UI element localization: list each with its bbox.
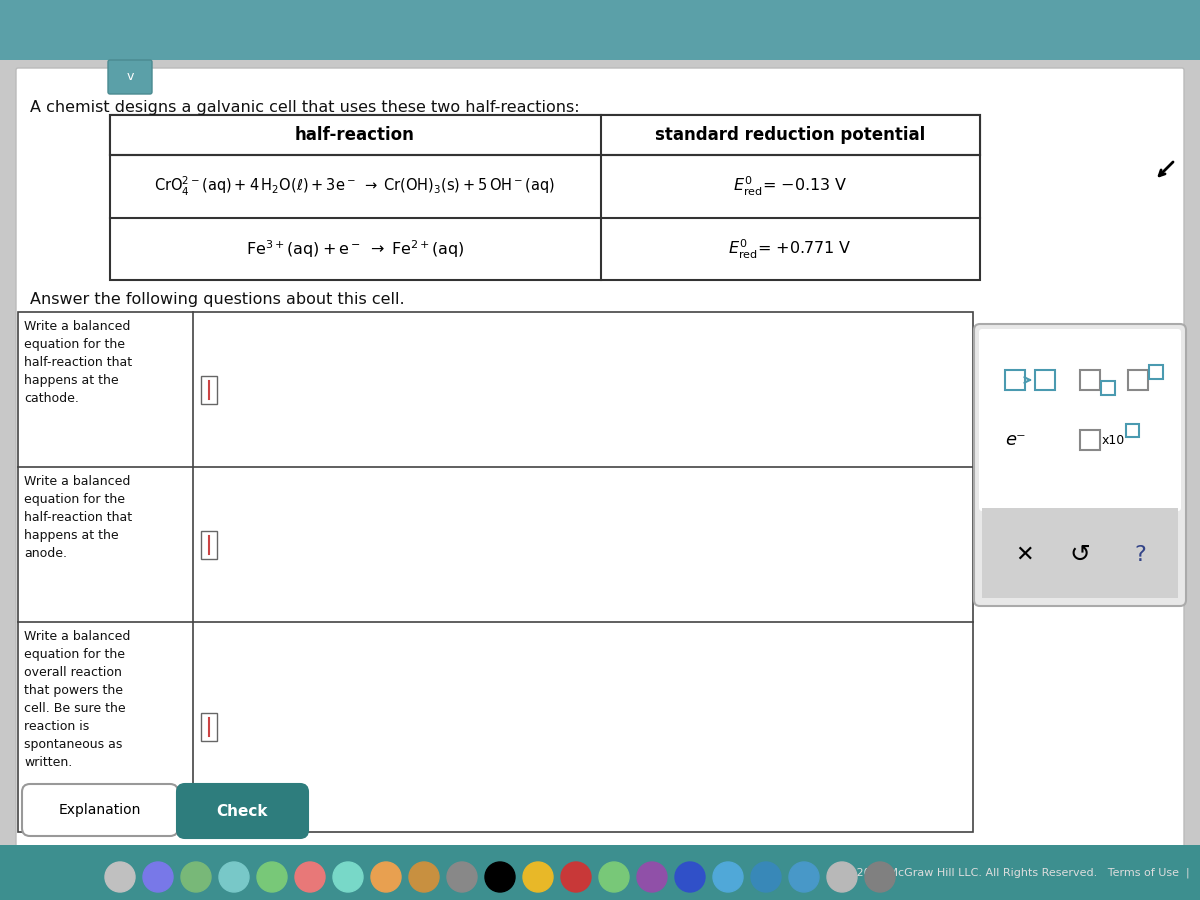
Text: Write a balanced
equation for the
overall reaction
that powers the
cell. Be sure: Write a balanced equation for the overal… — [24, 630, 131, 769]
Bar — [202, 713, 217, 741]
Bar — [1034, 370, 1055, 390]
Text: $E^{0}_{\mathrm{red}}$= −0.13 V: $E^{0}_{\mathrm{red}}$= −0.13 V — [733, 175, 847, 198]
Bar — [1080, 370, 1100, 390]
Text: half-reaction: half-reaction — [295, 126, 415, 144]
FancyBboxPatch shape — [974, 324, 1186, 606]
Circle shape — [143, 862, 173, 892]
Circle shape — [599, 862, 629, 892]
Bar — [1128, 370, 1148, 390]
Circle shape — [371, 862, 401, 892]
Bar — [110, 115, 980, 155]
Circle shape — [865, 862, 895, 892]
Circle shape — [257, 862, 287, 892]
Text: Check: Check — [216, 804, 268, 818]
Circle shape — [674, 862, 706, 892]
Text: © 2022 McGraw Hill LLC. All Rights Reserved.   Terms of Use  |: © 2022 McGraw Hill LLC. All Rights Reser… — [842, 868, 1190, 878]
Bar — [982, 508, 1178, 598]
Text: $\mathrm{Fe^{3+}(aq)+e^-\;\rightarrow\;Fe^{2+}(aq)}$: $\mathrm{Fe^{3+}(aq)+e^-\;\rightarrow\;F… — [246, 238, 464, 260]
Bar — [0, 0, 1200, 60]
Circle shape — [181, 862, 211, 892]
FancyBboxPatch shape — [16, 68, 1184, 847]
Circle shape — [485, 862, 515, 892]
Bar — [202, 531, 217, 559]
Circle shape — [523, 862, 553, 892]
Text: standard reduction potential: standard reduction potential — [655, 126, 925, 144]
Text: Write a balanced
equation for the
half-reaction that
happens at the
anode.: Write a balanced equation for the half-r… — [24, 475, 132, 560]
Bar — [1080, 430, 1100, 450]
Circle shape — [409, 862, 439, 892]
FancyBboxPatch shape — [979, 329, 1181, 511]
Text: $E^{0}_{\mathrm{red}}$= +0.771 V: $E^{0}_{\mathrm{red}}$= +0.771 V — [728, 238, 852, 261]
Text: Answer the following questions about this cell.: Answer the following questions about thi… — [30, 292, 404, 307]
Circle shape — [637, 862, 667, 892]
Text: Explanation: Explanation — [59, 803, 142, 817]
Text: v: v — [126, 70, 133, 84]
Text: e⁻: e⁻ — [1004, 431, 1025, 449]
Circle shape — [295, 862, 325, 892]
Circle shape — [220, 862, 250, 892]
Circle shape — [751, 862, 781, 892]
Circle shape — [713, 862, 743, 892]
Bar — [1150, 365, 1163, 379]
Text: ?: ? — [1134, 545, 1146, 565]
Circle shape — [562, 862, 592, 892]
Text: $\mathrm{CrO_4^{2-}(aq)+4\,H_2O(\ell)+3e^-\;\rightarrow\;Cr(OH)_3(s)+5\,OH^-(aq): $\mathrm{CrO_4^{2-}(aq)+4\,H_2O(\ell)+3e… — [155, 175, 556, 198]
FancyBboxPatch shape — [22, 784, 178, 836]
Bar — [18, 312, 973, 832]
Bar — [1006, 370, 1025, 390]
Text: Write a balanced
equation for the
half-reaction that
happens at the
cathode.: Write a balanced equation for the half-r… — [24, 320, 132, 405]
Circle shape — [827, 862, 857, 892]
Text: ↺: ↺ — [1069, 543, 1091, 567]
Circle shape — [790, 862, 818, 892]
Text: x10: x10 — [1102, 434, 1126, 446]
Bar — [1126, 424, 1139, 437]
Bar — [110, 115, 980, 280]
FancyBboxPatch shape — [108, 60, 152, 94]
Circle shape — [106, 862, 134, 892]
Bar — [202, 376, 217, 404]
Circle shape — [334, 862, 364, 892]
Bar — [1102, 381, 1115, 395]
FancyBboxPatch shape — [178, 784, 308, 838]
Bar — [0, 845, 1200, 900]
Circle shape — [446, 862, 478, 892]
Text: ✕: ✕ — [1015, 545, 1034, 565]
Text: A chemist designs a galvanic cell that uses these two half-reactions:: A chemist designs a galvanic cell that u… — [30, 100, 580, 115]
